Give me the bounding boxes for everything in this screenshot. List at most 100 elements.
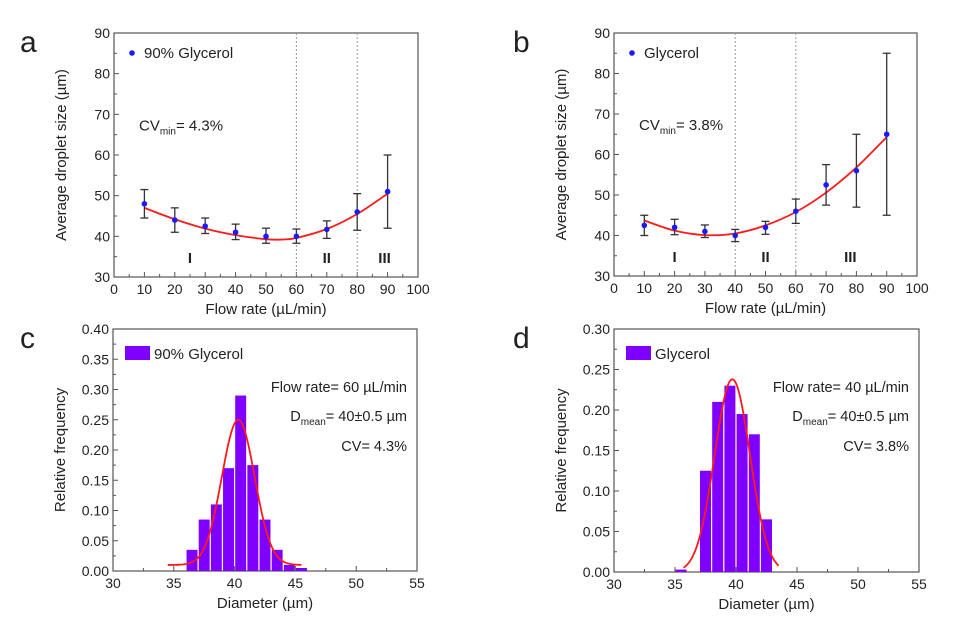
data-point	[172, 217, 178, 223]
y-tick-label: 0.20	[82, 442, 109, 458]
legend-marker	[129, 50, 135, 56]
x-axis-label: Diameter (µm)	[718, 596, 814, 613]
x-axis-label: Flow rate (µL/min)	[205, 301, 326, 318]
x-tick-label: 45	[789, 576, 805, 592]
x-tick-label: 60	[289, 281, 305, 297]
x-tick-label: 45	[288, 575, 304, 591]
x-tick-label: 100	[905, 280, 929, 296]
y-tick-label: 80	[94, 66, 110, 82]
histogram-bar	[247, 465, 259, 571]
y-tick-label: 0.15	[583, 443, 610, 459]
x-tick-label: 90	[380, 281, 396, 297]
x-tick-label: 55	[911, 576, 927, 592]
panel-a: a 0 10 20 30 40 50 60 70 80 90 100 30 40 50 60 70 80 90 Flo…	[20, 25, 430, 318]
data-point	[384, 188, 391, 195]
y-tick-label: 30	[94, 269, 110, 285]
data-point	[641, 222, 648, 229]
panel-label: c	[20, 322, 35, 355]
x-tick-label: 40	[228, 281, 244, 297]
data-point	[202, 223, 208, 229]
y-tick-label: 70	[94, 106, 110, 122]
flow-rate-annotation: Flow rate= 60 µL/min	[271, 380, 407, 396]
x-tick-label: 0	[610, 280, 618, 296]
histogram-bar	[186, 549, 198, 571]
y-tick-label: 50	[94, 188, 110, 204]
data-point	[762, 224, 769, 231]
y-tick-label: 90	[94, 25, 110, 41]
legend-label: Glycerol	[655, 346, 710, 363]
cv-annotation: CVmin= 4.3%	[139, 118, 223, 138]
histogram-bar	[712, 401, 724, 572]
data-point	[293, 233, 300, 240]
y-tick-label: 60	[594, 147, 610, 163]
gaussian-fit	[167, 418, 302, 566]
cv-annotation: CV= 3.8%	[843, 439, 909, 455]
y-tick-label: 80	[594, 66, 610, 82]
y-axis-label: Average droplet size (µm)	[53, 69, 70, 241]
y-tick-label: 0.35	[82, 351, 109, 367]
y-axis-label: Relative frequency	[553, 388, 570, 513]
x-tick-label: 0	[110, 281, 118, 297]
x-tick-label: 100	[406, 281, 430, 297]
histogram-bar	[748, 434, 760, 572]
data-point	[883, 131, 890, 138]
region-label: III	[844, 249, 857, 266]
y-tick-label: 0.15	[82, 472, 109, 488]
y-tick-label: 0.40	[82, 321, 109, 337]
y-tick-label: 0.30	[82, 382, 109, 398]
histogram-bar	[198, 519, 210, 571]
histogram-bar	[761, 519, 772, 572]
panel-b: b 0 10 20 30 40 50 60 70 80 90 100 30 40 50 60 70 80 90 Flo…	[513, 25, 929, 317]
x-tick-label: 70	[818, 280, 834, 296]
x-tick-label: 30	[697, 280, 713, 296]
x-tick-label: 30	[606, 576, 622, 592]
y-axis-label: Relative frequency	[52, 387, 69, 512]
histogram-bar	[700, 470, 711, 572]
data-point	[732, 232, 738, 239]
fit-curve	[144, 192, 389, 241]
histogram-bar	[736, 414, 748, 572]
x-tick-label: 20	[167, 281, 183, 297]
x-tick-label: 40	[727, 280, 743, 296]
legend-swatch	[626, 346, 651, 360]
histogram-bar	[271, 549, 283, 571]
y-tick-label: 90	[594, 25, 610, 41]
data-point	[793, 208, 799, 214]
dmean-annotation: Dmean= 40±0.5 µm	[792, 409, 909, 428]
histogram-bar	[283, 564, 295, 571]
legend-label: Glycerol	[644, 45, 699, 62]
x-tick-label: 70	[319, 281, 335, 297]
fit-curve	[644, 136, 888, 237]
data-point	[702, 228, 708, 235]
region-label: II	[761, 249, 769, 266]
y-tick-label: 0.00	[583, 564, 610, 580]
data-point	[823, 182, 829, 188]
histogram-bar	[235, 395, 247, 571]
cv-annotation: CV= 4.3%	[341, 439, 407, 455]
plot-frame	[613, 32, 918, 277]
x-tick-label: 55	[409, 575, 425, 591]
y-tick-label: 0.05	[583, 524, 610, 540]
x-tick-label: 80	[849, 280, 865, 296]
x-tick-label: 40	[728, 576, 744, 592]
y-tick-label: 50	[594, 187, 610, 203]
y-tick-label: 0.10	[583, 483, 610, 499]
y-tick-label: 0.30	[583, 321, 610, 337]
x-tick-label: 30	[105, 575, 121, 591]
x-tick-label: 10	[637, 280, 653, 296]
y-tick-label: 0.10	[82, 503, 109, 519]
y-tick-label: 70	[594, 106, 610, 122]
legend-marker	[629, 50, 635, 56]
x-axis-label: Diameter (µm)	[217, 595, 313, 612]
histogram-bar	[675, 569, 687, 572]
histogram-bar	[223, 468, 234, 571]
gaussian-fit	[683, 378, 780, 569]
x-tick-label: 50	[850, 576, 866, 592]
x-tick-label: 35	[166, 575, 182, 591]
x-tick-label: 50	[758, 280, 774, 296]
region-label: I	[188, 250, 192, 267]
panel-label: d	[513, 322, 530, 355]
data-point	[324, 226, 330, 233]
panel-c: c 30 35 40 45 50 55 0.00 0.05 0.10 0.15 0.20 0.25 0.3…	[20, 321, 425, 612]
